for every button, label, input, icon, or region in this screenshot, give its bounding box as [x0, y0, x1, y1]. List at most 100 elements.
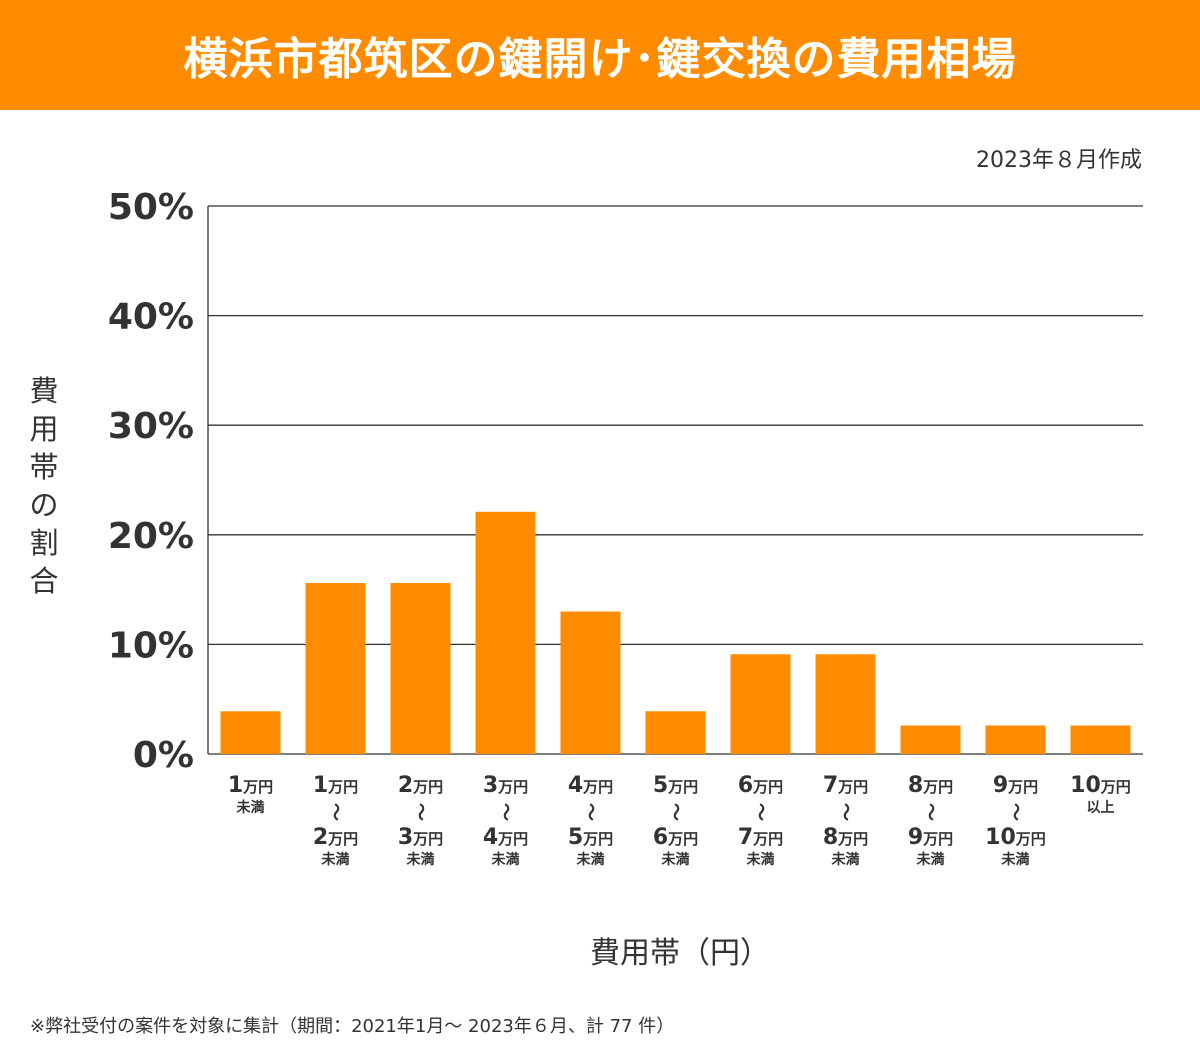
x-tick-suffix: 未満 — [747, 851, 775, 868]
x-tick-number: 10 — [1070, 773, 1101, 798]
bar — [305, 583, 366, 754]
x-tick-unit: 万円 — [497, 830, 528, 848]
bar — [815, 654, 876, 754]
bar — [220, 711, 281, 754]
x-tick-label: 6万円 — [653, 825, 698, 850]
x-tick-unit: 万円 — [412, 830, 443, 848]
x-tick-number: 3 — [483, 773, 498, 798]
y-tick-label: 30% — [108, 406, 194, 447]
x-tick-number: 8 — [908, 773, 923, 798]
x-tick-tilde: 〜 — [580, 803, 601, 821]
bar — [645, 711, 706, 754]
x-tick-suffix: 未満 — [662, 851, 690, 868]
x-tick-suffix: 以上 — [1087, 800, 1115, 816]
x-tick-label: 3万円 — [483, 773, 528, 798]
x-tick-tilde: 〜 — [750, 803, 771, 821]
y-axis-label-char: 帯 — [29, 450, 59, 484]
x-tick-unit: 万円 — [837, 830, 868, 848]
x-tick-unit: 万円 — [242, 778, 273, 796]
x-tick-label: 9万円 — [993, 773, 1038, 798]
x-tick-suffix: 未満 — [832, 851, 860, 868]
x-tick-tilde: 〜 — [325, 803, 346, 821]
x-tick-unit: 万円 — [327, 778, 358, 796]
page-title: 横浜市都筑区の鍵開け･鍵交換の費用相場 — [183, 34, 1017, 85]
x-tick-label: 8万円 — [823, 825, 868, 850]
x-tick-label: 7万円 — [738, 825, 783, 850]
bar — [1070, 725, 1131, 754]
x-tick-unit: 万円 — [922, 778, 953, 796]
x-tick-number: 3 — [398, 825, 413, 850]
x-tick-label: 7万円 — [823, 773, 868, 798]
x-tick-unit: 万円 — [667, 830, 698, 848]
bar — [730, 654, 791, 754]
x-tick-label: 10万円 — [1070, 773, 1131, 798]
x-tick-label: 2万円 — [313, 825, 358, 850]
x-tick-unit: 万円 — [1015, 830, 1046, 848]
x-tick-suffix: 未満 — [577, 851, 605, 868]
x-tick-unit: 万円 — [837, 778, 868, 796]
bar-chart: 0%10%20%30%40%50%1万円未満1万円〜2万円未満2万円〜3万円未満… — [108, 187, 1143, 868]
x-tick-number: 2 — [313, 825, 328, 850]
x-tick-number: 7 — [823, 773, 838, 798]
x-tick-label: 8万円 — [908, 773, 953, 798]
x-tick-unit: 万円 — [752, 778, 783, 796]
x-tick-suffix: 未満 — [492, 851, 520, 868]
x-tick-number: 6 — [738, 773, 753, 798]
x-tick-unit: 万円 — [1007, 778, 1038, 796]
x-tick-number: 2 — [398, 773, 413, 798]
y-tick-label: 10% — [108, 625, 194, 666]
x-tick-tilde: 〜 — [495, 803, 516, 821]
x-tick-unit: 万円 — [497, 778, 528, 796]
x-tick-number: 9 — [908, 825, 923, 850]
x-tick-number: 4 — [483, 825, 498, 850]
x-tick-tilde: 〜 — [1005, 803, 1026, 821]
x-tick-label: 1万円 — [228, 773, 273, 798]
y-axis-label-char: 費 — [29, 374, 59, 408]
x-tick-label: 5万円 — [568, 825, 613, 850]
x-tick-label: 4万円 — [568, 773, 613, 798]
x-tick-number: 8 — [823, 825, 838, 850]
x-tick-unit: 万円 — [582, 830, 613, 848]
x-tick-suffix: 未満 — [1002, 851, 1030, 868]
bar — [475, 511, 536, 754]
x-tick-number: 5 — [568, 825, 583, 850]
y-tick-label: 20% — [108, 516, 194, 557]
x-tick-unit: 万円 — [752, 830, 783, 848]
x-tick-unit: 万円 — [412, 778, 443, 796]
x-tick-unit: 万円 — [1100, 778, 1131, 796]
title-banner: 横浜市都筑区の鍵開け･鍵交換の費用相場 — [0, 0, 1200, 110]
y-axis-label: 費用帯の割合 — [22, 372, 66, 600]
y-axis-label-char: 割 — [29, 526, 59, 560]
x-tick-number: 6 — [653, 825, 668, 850]
x-tick-tilde: 〜 — [665, 803, 686, 821]
x-tick-number: 4 — [568, 773, 583, 798]
x-tick-label: 10万円 — [985, 825, 1046, 850]
x-tick-suffix: 未満 — [322, 851, 350, 868]
x-tick-unit: 万円 — [327, 830, 358, 848]
x-tick-tilde: 〜 — [410, 803, 431, 821]
x-tick-number: 7 — [738, 825, 753, 850]
y-axis-label-char: 合 — [29, 564, 59, 598]
date-note: 2023年８月作成 — [976, 148, 1142, 173]
y-axis-label-char: の — [29, 488, 59, 522]
bar — [390, 583, 451, 754]
footnote: ※弊社受付の案件を対象に集計（期間：2021年1月～ 2023年６月、計 77 … — [30, 1016, 675, 1037]
y-tick-label: 0% — [133, 735, 194, 776]
bar — [900, 725, 961, 754]
y-tick-label: 40% — [108, 297, 194, 338]
x-tick-tilde: 〜 — [835, 803, 856, 821]
x-tick-number: 1 — [313, 773, 328, 798]
x-tick-unit: 万円 — [582, 778, 613, 796]
x-tick-label: 4万円 — [483, 825, 528, 850]
x-tick-label: 3万円 — [398, 825, 443, 850]
x-tick-label: 6万円 — [738, 773, 783, 798]
x-tick-suffix: 未満 — [407, 851, 435, 868]
x-tick-label: 5万円 — [653, 773, 698, 798]
y-tick-label: 50% — [108, 187, 194, 228]
x-tick-number: 5 — [653, 773, 668, 798]
x-tick-label: 9万円 — [908, 825, 953, 850]
x-tick-suffix: 未満 — [237, 799, 265, 816]
x-tick-label: 1万円 — [313, 773, 358, 798]
bar — [985, 725, 1046, 754]
x-tick-number: 9 — [993, 773, 1008, 798]
